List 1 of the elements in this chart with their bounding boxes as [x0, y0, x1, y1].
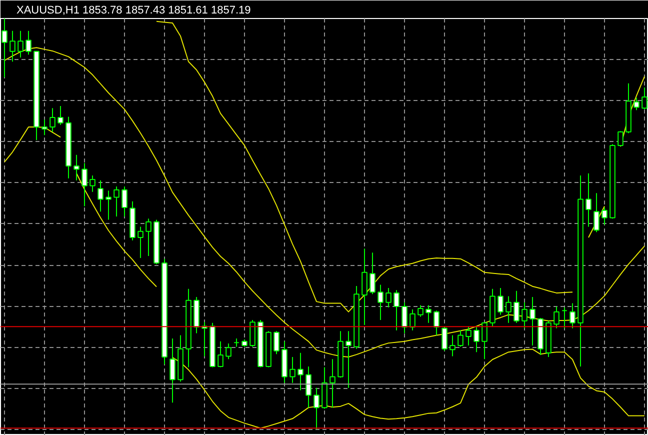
- chart-title: XAUUSD,H1 1853.78 1857.43 1851.61 1857.19: [16, 4, 251, 16]
